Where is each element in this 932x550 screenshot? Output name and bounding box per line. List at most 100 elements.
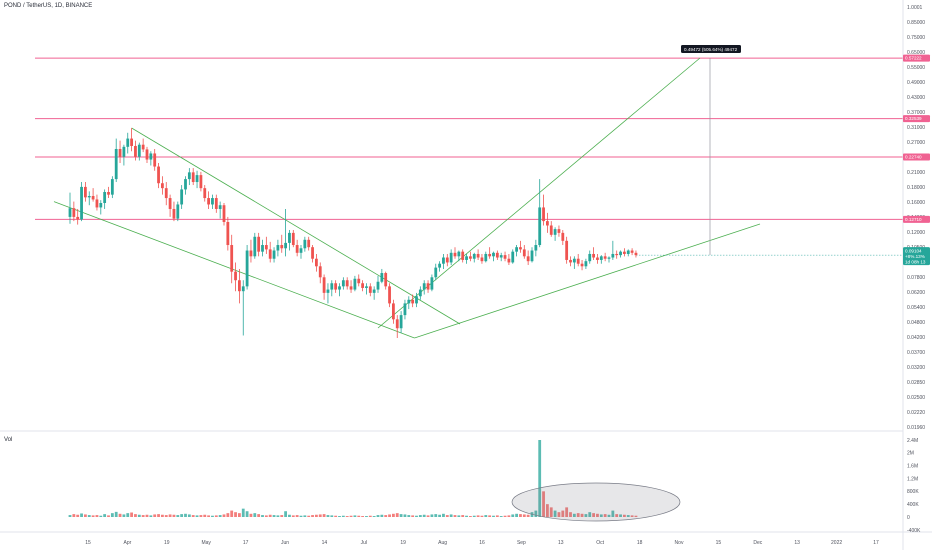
candle-body: [407, 299, 411, 304]
volume-bar: [211, 515, 214, 517]
candle-body: [572, 258, 576, 263]
volume-bar: [495, 515, 499, 517]
volume-bar: [411, 515, 415, 517]
current-price-label: 1d 08h 13: [905, 260, 926, 265]
candle-body: [218, 205, 222, 209]
candle-body: [107, 192, 110, 195]
volume-bar: [365, 516, 368, 517]
volume-tick-label: -400K: [907, 528, 921, 534]
volume-bar: [280, 515, 284, 517]
volume-bar: [238, 513, 241, 517]
candle-body: [426, 283, 430, 290]
volume-bar: [503, 515, 507, 517]
volume-bar: [372, 516, 376, 517]
candle-body: [338, 286, 341, 290]
price-tick-label: 0.04200: [907, 335, 925, 341]
candle-body: [457, 251, 461, 257]
volume-bar: [442, 513, 445, 517]
candle-body: [438, 263, 441, 268]
volume-bar: [472, 515, 476, 517]
candle-body: [422, 283, 426, 290]
candle-body: [488, 253, 492, 257]
candle-body: [515, 247, 518, 252]
price-tick-label: 0.49000: [907, 80, 925, 86]
candle-body: [403, 303, 407, 316]
price-tick-label: 0.75000: [907, 35, 925, 41]
time-tick-label: 19: [164, 540, 170, 546]
trend-lines: [53, 57, 903, 339]
candle-body: [588, 253, 592, 262]
volume-bar: [315, 514, 318, 517]
volume-bar: [95, 515, 99, 517]
candle-body: [357, 278, 361, 284]
candle-body: [295, 245, 299, 253]
candle-body: [272, 250, 276, 259]
price-tick-label: 0.05400: [907, 305, 925, 311]
candle-body: [211, 198, 214, 205]
candle-body: [476, 253, 480, 258]
price-tick-label: 0.06200: [907, 290, 925, 296]
candle-body: [596, 257, 599, 260]
candle-body: [207, 198, 210, 205]
candle-body: [311, 247, 314, 259]
price-tick-label: 0.21000: [907, 170, 925, 176]
time-tick-label: Aug: [438, 540, 447, 546]
descending-resistance-line: [131, 127, 461, 325]
volume-bar: [207, 515, 210, 517]
volume-bar: [569, 512, 572, 517]
volume-bar: [507, 515, 511, 517]
price-tick-label: 0.16000: [907, 200, 925, 206]
candle-body: [549, 225, 553, 235]
candle-body: [268, 249, 272, 259]
volume-bar: [268, 514, 272, 517]
time-tick-label: 15: [716, 540, 722, 546]
time-tick-label: Jun: [281, 540, 289, 546]
candle-body: [542, 207, 545, 222]
level-price-tag: [903, 215, 930, 223]
time-tick-label: Jul: [361, 540, 367, 546]
volume-tick-label: 1.6M: [907, 464, 918, 470]
volume-bar: [68, 515, 72, 517]
volume-bar: [226, 513, 230, 517]
volume-bar: [307, 515, 311, 517]
volume-bar: [623, 514, 626, 517]
volume-bar: [122, 514, 126, 517]
volume-bar: [91, 515, 95, 517]
candle-body: [191, 172, 195, 183]
volume-bar: [557, 512, 561, 517]
volume-highlight-ellipse: [511, 482, 681, 522]
volume-tick-label: 1.2M: [907, 476, 918, 482]
volume-bar: [168, 514, 172, 517]
current-price-label: 0.09104: [905, 249, 922, 254]
candle-body: [522, 249, 526, 257]
symbol-title[interactable]: POND / TetherUS, 1D, BINANCE: [4, 3, 93, 9]
volume-bar: [565, 507, 569, 517]
candle-body: [95, 199, 99, 208]
candle-body: [349, 286, 353, 290]
candle-body: [303, 239, 307, 249]
candle-body: [411, 299, 415, 304]
candle-body: [284, 242, 287, 249]
volume-bar: [576, 513, 580, 517]
price-tick-label: 0.02220: [907, 410, 925, 416]
volume-bar: [384, 515, 388, 517]
candle-body: [203, 188, 207, 199]
volume-bar: [137, 514, 141, 517]
volume-bar: [161, 514, 164, 517]
candle-body: [607, 257, 611, 259]
time-tick-label: 16: [479, 540, 485, 546]
current-price-tag: [903, 247, 930, 266]
candle-body: [623, 251, 626, 254]
price-tick-label: 0.65000: [907, 50, 925, 56]
candle-body: [264, 245, 268, 250]
candle-body: [164, 188, 168, 199]
volume-bar: [599, 514, 603, 517]
candle-body: [280, 245, 284, 249]
candle-body: [565, 240, 569, 260]
volume-bar: [368, 515, 372, 517]
candle-body: [103, 192, 107, 204]
time-tick-label: Sep: [517, 540, 526, 546]
candle-body: [249, 250, 253, 257]
candle-body: [584, 261, 588, 267]
